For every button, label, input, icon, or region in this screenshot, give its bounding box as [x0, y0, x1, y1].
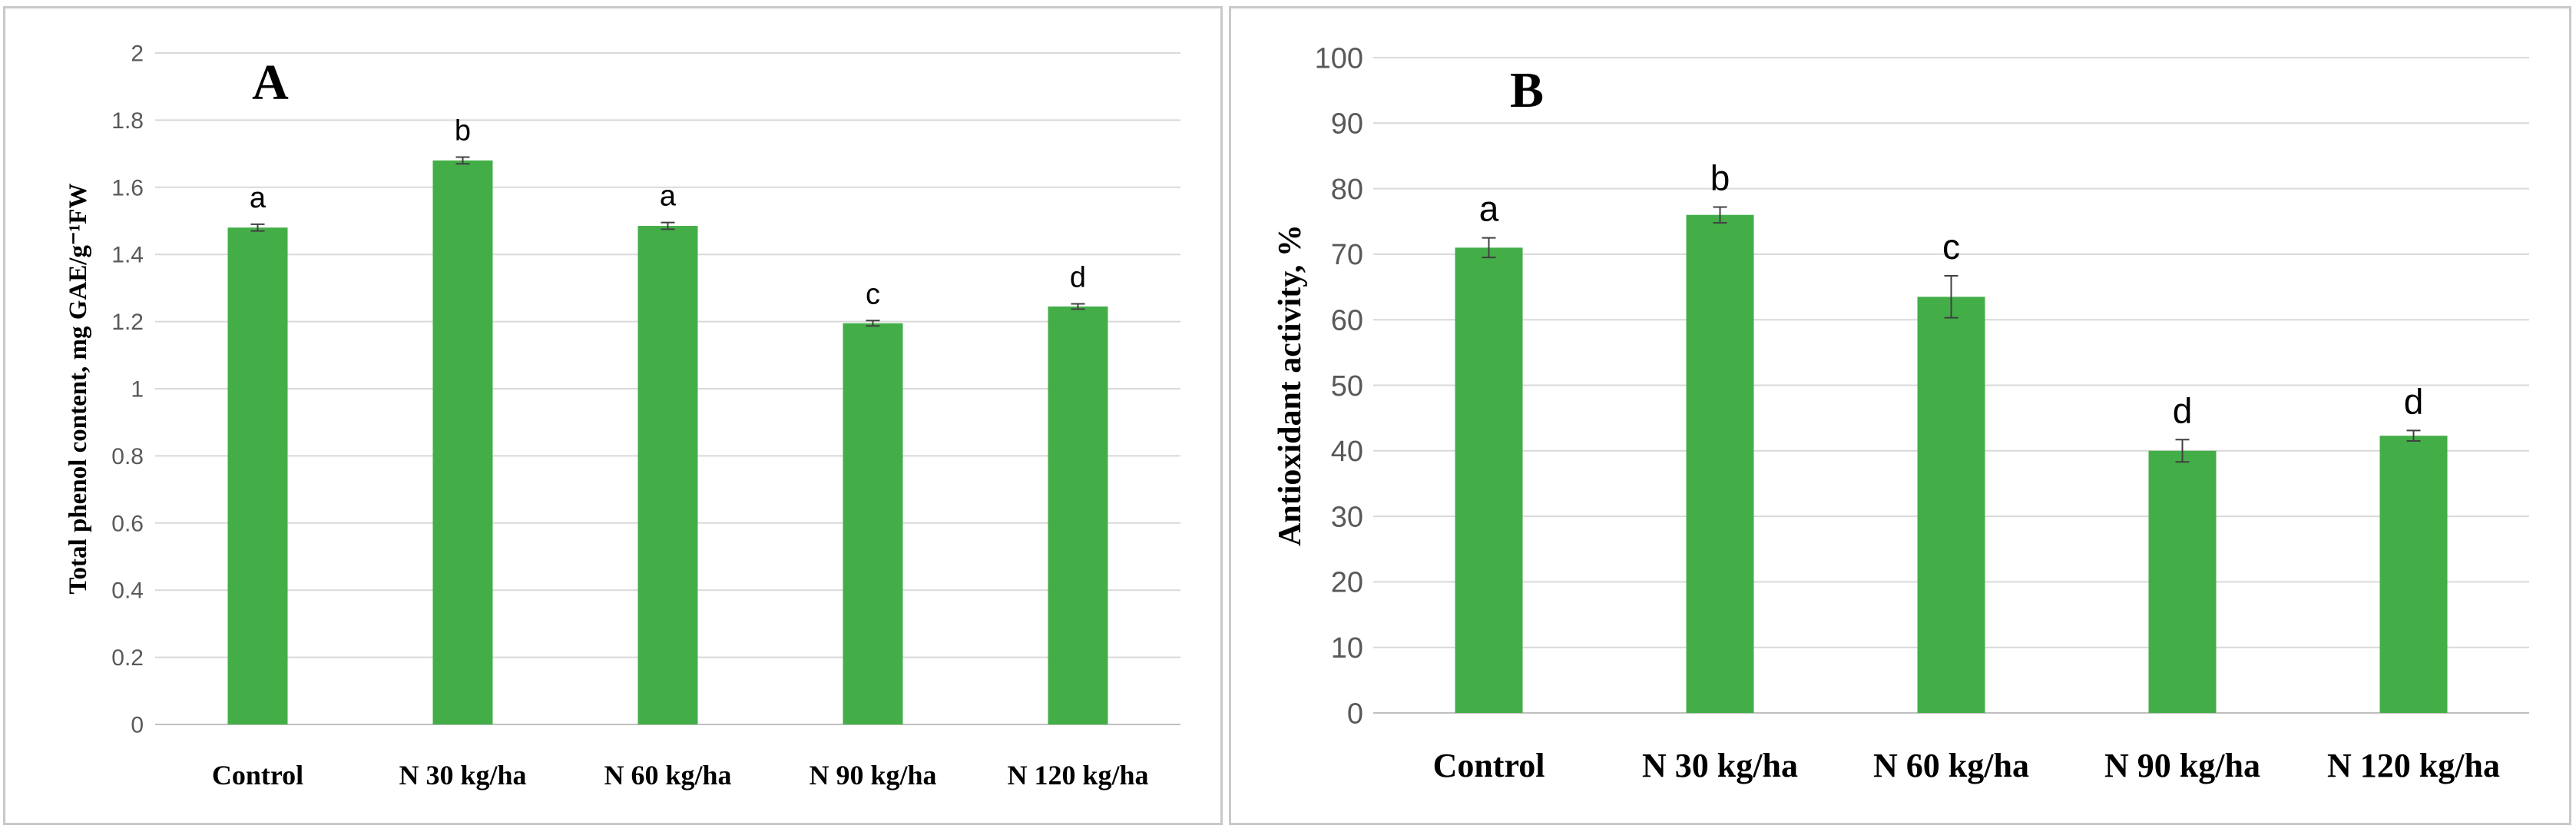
chart-a-y-axis-title: Total phenol content, mg GAE/g⁻¹FW	[65, 184, 92, 595]
chart-b-y-tick-label: 0	[1347, 698, 1363, 730]
chart-b-x-tick-label: N 30 kg/ha	[1642, 747, 1798, 784]
chart-a-significance-label: c	[866, 278, 880, 310]
chart-a-x-tick-label: Control	[212, 760, 303, 791]
chart-a-y-tick-label: 0.2	[111, 645, 144, 671]
chart-b-significance-label: c	[1942, 227, 1960, 267]
chart-a-significance-label: a	[250, 182, 267, 214]
chart-b-y-tick-label: 90	[1331, 108, 1363, 141]
chart-b-bar	[1686, 214, 1754, 714]
chart-b-y-tick-label: 80	[1331, 174, 1363, 206]
chart-b-x-tick-label: N 120 kg/ha	[2327, 747, 2500, 784]
chart-a-svg: 0 0.2 0.4 0.6 0.8 1 1.2 1.4 1.6 1.8 2 a Control b N 30…	[65, 41, 1180, 791]
chart-a-y-tick-label: 1.4	[111, 243, 144, 268]
chart-a-bar	[227, 227, 288, 724]
chart-a-significance-label: d	[1070, 261, 1086, 293]
chart-a-panel-label: A	[252, 55, 289, 111]
chart-b-y-tick-label: 100	[1315, 42, 1363, 75]
chart-a-y-tick-label: 0	[131, 713, 144, 738]
chart-b-y-tick-label: 20	[1331, 567, 1363, 599]
chart-b-y-tick-label: 40	[1331, 436, 1363, 468]
chart-a-x-tick-label: N 90 kg/ha	[809, 760, 936, 791]
chart-a-bar	[637, 226, 698, 724]
chart-a-y-tick-label: 0.8	[111, 444, 144, 469]
chart-a-x-tick-label: N 30 kg/ha	[399, 760, 526, 791]
chart-b-significance-label: a	[1479, 189, 1499, 229]
chart-a-significance-label: a	[660, 181, 677, 213]
chart-b-x-tick-label: Control	[1433, 747, 1545, 784]
chart-b-y-tick-label: 50	[1331, 370, 1363, 403]
chart-a-y-tick-label: 2	[131, 41, 144, 67]
chart-b-x-tick-label: N 90 kg/ha	[2104, 747, 2260, 784]
chart-b-panel-label: B	[1510, 62, 1544, 118]
chart-b-y-tick-label: 70	[1331, 239, 1363, 271]
chart-a-y-tick-label: 1	[131, 377, 144, 403]
chart-b-significance-label: d	[2404, 381, 2424, 421]
chart-a-bar	[843, 323, 903, 724]
chart-a-bar	[1048, 306, 1108, 724]
chart-panel-a: 0 0.2 0.4 0.6 0.8 1 1.2 1.4 1.6 1.8 2 a Control b N 30…	[3, 6, 1223, 825]
chart-a-y-tick-label: 1.6	[111, 175, 144, 201]
chart-b-y-tick-label: 30	[1331, 501, 1363, 533]
chart-a-y-tick-label: 0.6	[111, 511, 144, 536]
chart-a-y-tick-label: 0.4	[111, 578, 144, 604]
chart-b-significance-label: d	[2173, 390, 2193, 430]
chart-b-bar	[2379, 436, 2448, 713]
chart-a-y-tick-label: 1.2	[111, 310, 144, 335]
chart-b-y-axis-title: Antioxidant activity, %	[1273, 224, 1308, 546]
chart-a-x-tick-label: N 60 kg/ha	[604, 760, 731, 791]
chart-panel-b: 0 10 20 30 40 50 60 70 80 90 100 a Control b N 30 kg/h…	[1229, 6, 2571, 825]
chart-b-bar	[1917, 297, 1985, 714]
chart-b-y-tick-label: 10	[1331, 632, 1363, 665]
chart-b-svg: 0 10 20 30 40 50 60 70 80 90 100 a Control b N 30 kg/h…	[1273, 42, 2529, 784]
chart-b-significance-label: b	[1710, 157, 1730, 197]
chart-b-x-tick-label: N 60 kg/ha	[1873, 747, 2029, 784]
chart-a-x-tick-label: N 120 kg/ha	[1007, 760, 1148, 791]
chart-b-y-tick-label: 60	[1331, 305, 1363, 337]
chart-a-significance-label: b	[455, 114, 471, 147]
chart-a-y-tick-label: 1.8	[111, 108, 144, 134]
chart-b-bar	[2148, 450, 2217, 713]
chart-b-bar	[1455, 247, 1523, 713]
chart-a-bar	[432, 160, 493, 725]
